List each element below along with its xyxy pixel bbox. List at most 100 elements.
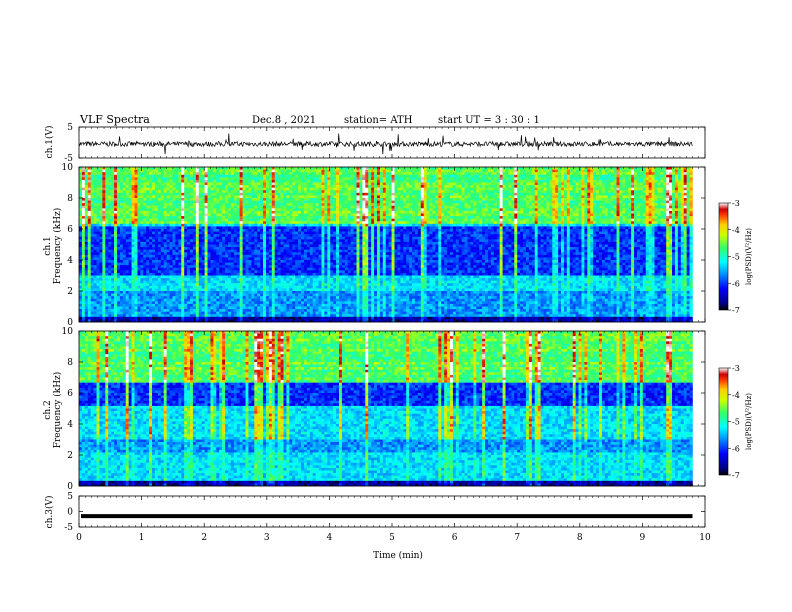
spectrogram-cell: [552, 198, 556, 201]
spectrogram-cell: [470, 192, 474, 196]
spectrogram-cell: [236, 223, 240, 227]
spectrogram-cell: [152, 205, 156, 209]
spectrogram-cell: [555, 203, 559, 207]
spectrogram-cell: [105, 205, 109, 209]
spectrogram-cell: [601, 169, 606, 173]
spectrogram-cell: [324, 205, 328, 209]
spectrogram-cell: [604, 167, 609, 170]
spectrogram-cell: [575, 192, 579, 196]
spectrogram-cell: [485, 169, 489, 173]
spectrogram-cell: [233, 192, 238, 196]
spectrogram-cell: [575, 172, 579, 176]
spectrogram-cell: [613, 177, 617, 181]
spectrogram-cell: [286, 210, 290, 214]
spectrogram-cell: [584, 216, 588, 219]
spectrogram-cell: [406, 167, 410, 170]
spectrogram-cell: [450, 213, 454, 217]
spectrogram-cell: [298, 221, 302, 225]
spectrogram-cell: [607, 167, 611, 170]
spectrogram-cell: [303, 221, 308, 225]
spectrogram-cell: [502, 210, 506, 214]
spectrogram-cell: [368, 198, 372, 201]
spectrogram-cell: [277, 185, 281, 188]
spectrogram-cell: [502, 190, 506, 194]
spectrogram-cell: [502, 187, 506, 191]
spectrogram-cell: [680, 213, 685, 217]
spectrogram-cell: [584, 174, 588, 178]
spectrogram-cell: [119, 216, 124, 219]
spectrogram-cell: [683, 195, 687, 199]
spectrogram-cell: [368, 210, 372, 214]
spectrogram-cell: [636, 192, 641, 196]
spectrogram-cell: [660, 203, 664, 207]
spectrogram-cell: [531, 167, 536, 170]
spectrogram-cell: [213, 216, 217, 219]
spectrogram-cell: [301, 195, 305, 199]
spectrogram-cell: [87, 223, 91, 227]
spectrogram-cell: [581, 205, 585, 209]
spectrogram-cell: [447, 167, 451, 170]
spectrogram-cell: [184, 210, 188, 214]
spectrogram-cell: [111, 221, 115, 225]
spectrogram-cell: [414, 216, 419, 219]
spectrogram-cell: [499, 190, 503, 194]
spectrogram-cell: [581, 216, 585, 219]
spectrogram-cell: [201, 169, 205, 173]
spectrogram-cell: [242, 203, 246, 207]
spectrogram-cell: [450, 169, 454, 173]
spectrogram-cell: [683, 221, 687, 225]
spectrogram-cell: [613, 190, 617, 194]
spectrogram-cell: [450, 205, 454, 209]
spectrogram-cell: [157, 200, 162, 204]
spectrogram-cell: [143, 205, 147, 209]
spectrogram-cell: [198, 187, 202, 191]
spectrogram-cell: [289, 221, 293, 225]
spectrogram-cell: [590, 169, 594, 173]
spectrogram-cell: [353, 198, 357, 201]
spectrogram-cell: [286, 200, 290, 204]
spectrogram-cell: [689, 216, 693, 219]
spectrogram-cell: [528, 216, 533, 219]
spectrogram-cell: [397, 182, 401, 186]
spectrogram-cell: [368, 179, 372, 183]
spectrogram-cell: [219, 210, 223, 214]
spectrogram-cell: [225, 187, 229, 191]
spectrogram-cell: [601, 190, 606, 194]
spectrogram-cell: [523, 190, 527, 194]
spectrogram-cell: [365, 205, 369, 209]
spectrogram-cell: [356, 221, 360, 225]
spectrogram-cell: [604, 174, 609, 178]
spectrogram-cell: [552, 169, 556, 173]
spectrogram-cell: [487, 210, 492, 214]
spectrogram-cell: [458, 213, 462, 217]
spectrogram-cell: [219, 190, 223, 194]
spectrogram-cell: [590, 216, 594, 219]
spectrogram-cell: [546, 192, 550, 196]
spectrogram-cell: [154, 208, 159, 212]
spectrogram-cell: [108, 216, 112, 219]
spectrogram-cell: [584, 198, 588, 201]
spectrogram-cell: [245, 208, 249, 212]
spectrogram-cell: [96, 179, 100, 183]
spectrogram-cell: [558, 200, 562, 204]
spectrogram-cell: [286, 190, 290, 194]
spectrogram-cell: [230, 187, 235, 191]
spectrogram-cell: [642, 221, 647, 225]
spectrogram-cell: [467, 179, 471, 183]
spectrogram-cell: [298, 208, 302, 212]
spectrogram-cell: [680, 221, 685, 225]
spectrogram-cell: [90, 179, 94, 183]
spectrogram-cell: [599, 185, 603, 188]
spectrogram-cell: [485, 208, 489, 212]
spectrogram-cell: [578, 200, 582, 204]
spectrogram-cell: [601, 187, 606, 191]
spectrogram-cell: [298, 205, 302, 209]
spectrogram-cell: [666, 192, 670, 196]
spectrogram-cell: [160, 182, 165, 186]
spectrogram-cell: [292, 208, 296, 212]
spectrogram-cell: [499, 200, 503, 204]
spectrogram-cell: [409, 223, 413, 227]
spectrogram-cell: [219, 167, 223, 170]
spectrogram-cell: [292, 190, 296, 194]
spectrogram-cell: [274, 203, 278, 207]
